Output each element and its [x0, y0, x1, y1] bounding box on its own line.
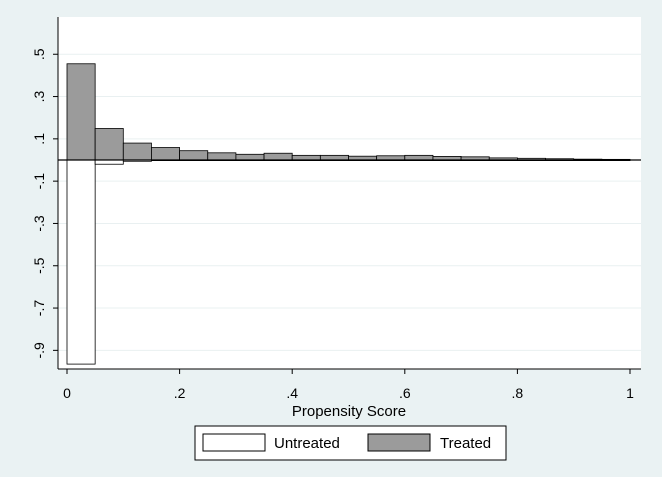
- bar-treated: [179, 150, 209, 161]
- legend: Untreated Treated: [194, 425, 507, 461]
- bars: [66, 63, 631, 365]
- y-tick-label: .5: [31, 48, 47, 60]
- legend-label-untreated: Untreated: [274, 435, 340, 452]
- x-tick-label: .4: [286, 385, 298, 401]
- plot-area: [58, 17, 641, 369]
- bar-untreated: [66, 159, 96, 365]
- bar-treated: [94, 128, 124, 161]
- bar-treated: [66, 63, 96, 161]
- x-tick-label: 0: [63, 385, 71, 401]
- bar-treated: [207, 152, 237, 161]
- x-tick-label: 1: [626, 385, 634, 401]
- y-tick-label: .3: [31, 91, 47, 103]
- bar-treated: [235, 153, 265, 161]
- bar-treated: [319, 154, 349, 161]
- y-tick-label: -.3: [31, 215, 47, 232]
- bar-treated: [151, 147, 180, 161]
- legend-label-treated: Treated: [440, 435, 491, 452]
- legend-swatch-treated: [367, 433, 431, 452]
- x-axis-label: Propensity Score: [292, 403, 406, 420]
- y-tick-label: -.7: [31, 300, 47, 317]
- x-axis: 0 .2 .4 .6 .8 1: [58, 368, 641, 401]
- bar-treated: [263, 152, 293, 161]
- bar-treated: [404, 154, 434, 161]
- x-tick-label: .8: [512, 385, 524, 401]
- legend-swatch-untreated: [202, 433, 266, 452]
- y-tick-label: -.5: [31, 257, 47, 274]
- y-tick-label: -.9: [31, 342, 47, 359]
- x-tick-label: .6: [399, 385, 411, 401]
- y-tick-label: -.1: [31, 173, 47, 190]
- gridlines: [58, 53, 641, 351]
- x-tick-label: .2: [174, 385, 186, 401]
- y-tick-label: .1: [31, 133, 47, 145]
- y-axis: .5 .3 .1 -.1 -.3 -.5 -.7 -.9: [31, 17, 59, 369]
- bar-treated: [291, 154, 321, 161]
- bar-treated: [122, 142, 152, 161]
